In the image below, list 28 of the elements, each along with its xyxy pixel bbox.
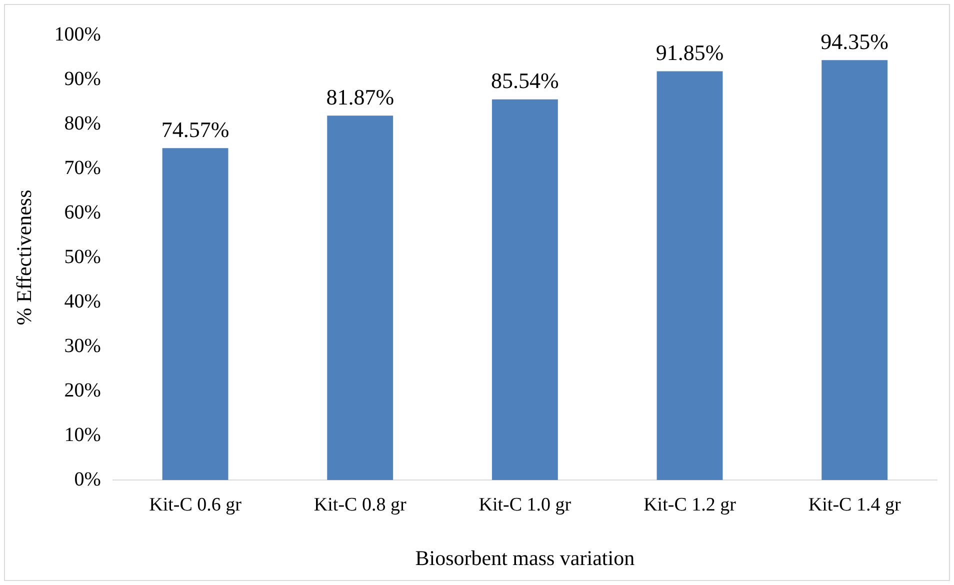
y-tick-label: 60%	[64, 201, 101, 224]
bar	[327, 116, 394, 480]
y-tick-label: 10%	[64, 424, 101, 446]
y-tick-label: 50%	[64, 246, 101, 268]
x-tick-label: Kit-C 1.2 gr	[644, 494, 737, 516]
y-axis-title: % Effectiveness	[12, 190, 36, 326]
x-axis-title: Biosorbent mass variation	[415, 546, 636, 570]
data-label: 94.35%	[820, 28, 888, 54]
y-tick-label: 0%	[74, 468, 101, 490]
x-tick-label: Kit-C 1.4 gr	[808, 494, 902, 516]
y-tick-label: 80%	[64, 112, 101, 134]
y-tick-label: 40%	[64, 290, 101, 312]
x-tick-label: Kit-C 1.0 gr	[478, 494, 572, 516]
data-label: 74.57%	[161, 116, 230, 142]
bar	[822, 60, 888, 480]
x-tick-label: Kit-C 0.8 gr	[314, 494, 407, 516]
bar	[492, 99, 558, 480]
data-label: 91.85%	[656, 40, 724, 66]
y-tick-label: 90%	[64, 68, 101, 90]
y-tick-label: 100%	[54, 23, 101, 46]
x-tick-label: Kit-C 0.6 gr	[149, 494, 242, 516]
y-tick-label: 20%	[64, 379, 101, 402]
data-label: 85.54%	[491, 68, 559, 94]
y-tick-label: 70%	[64, 156, 101, 179]
data-label: 81.87%	[326, 84, 394, 110]
bar	[656, 71, 723, 480]
y-tick-label: 30%	[64, 334, 101, 357]
bar	[162, 148, 228, 480]
